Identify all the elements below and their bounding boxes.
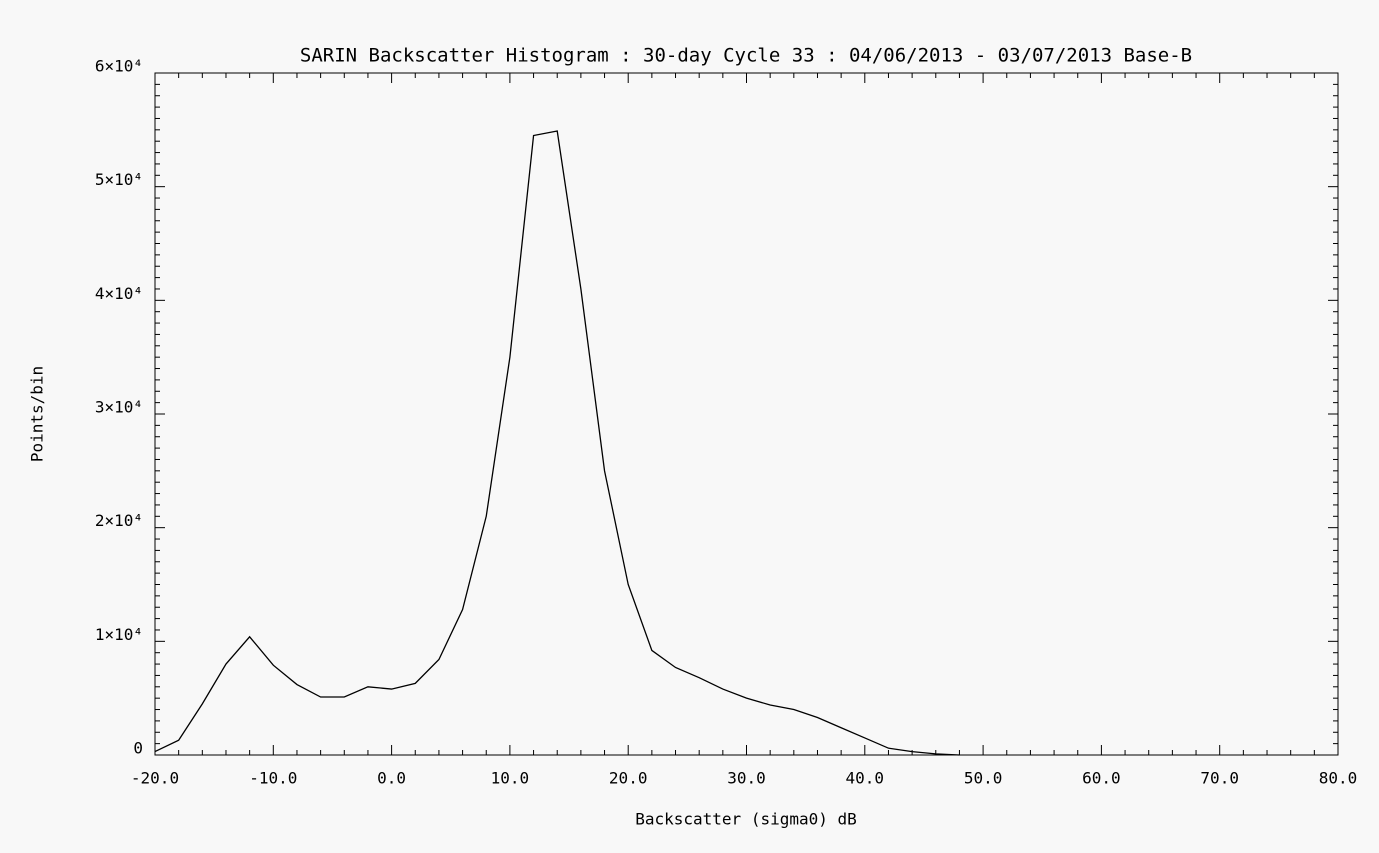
y-tick-label: 3×10⁴ bbox=[95, 398, 143, 417]
y-tick-label: 2×10⁴ bbox=[95, 511, 143, 530]
x-tick-label: -20.0 bbox=[131, 769, 179, 788]
x-tick-label: 0.0 bbox=[377, 769, 406, 788]
x-tick-label: -10.0 bbox=[249, 769, 297, 788]
y-tick-label: 0 bbox=[133, 739, 143, 758]
y-tick-label: 1×10⁴ bbox=[95, 625, 143, 644]
y-tick-label: 6×10⁴ bbox=[95, 57, 143, 76]
y-tick-label: 4×10⁴ bbox=[95, 284, 143, 303]
chart-title: SARIN Backscatter Histogram : 30-day Cyc… bbox=[300, 45, 1192, 67]
x-tick-label: 50.0 bbox=[964, 769, 1003, 788]
x-tick-label: 20.0 bbox=[609, 769, 648, 788]
x-tick-label: 40.0 bbox=[846, 769, 885, 788]
y-axis-label: Points/bin bbox=[28, 366, 47, 462]
x-tick-label: 10.0 bbox=[491, 769, 530, 788]
x-tick-label: 70.0 bbox=[1200, 769, 1239, 788]
y-tick-label: 5×10⁴ bbox=[95, 170, 143, 189]
x-tick-label: 30.0 bbox=[727, 769, 766, 788]
x-tick-label: 80.0 bbox=[1319, 769, 1358, 788]
x-tick-label: 60.0 bbox=[1082, 769, 1121, 788]
x-axis-label: Backscatter (sigma0) dB bbox=[635, 810, 857, 829]
data-line bbox=[154, 130, 960, 756]
